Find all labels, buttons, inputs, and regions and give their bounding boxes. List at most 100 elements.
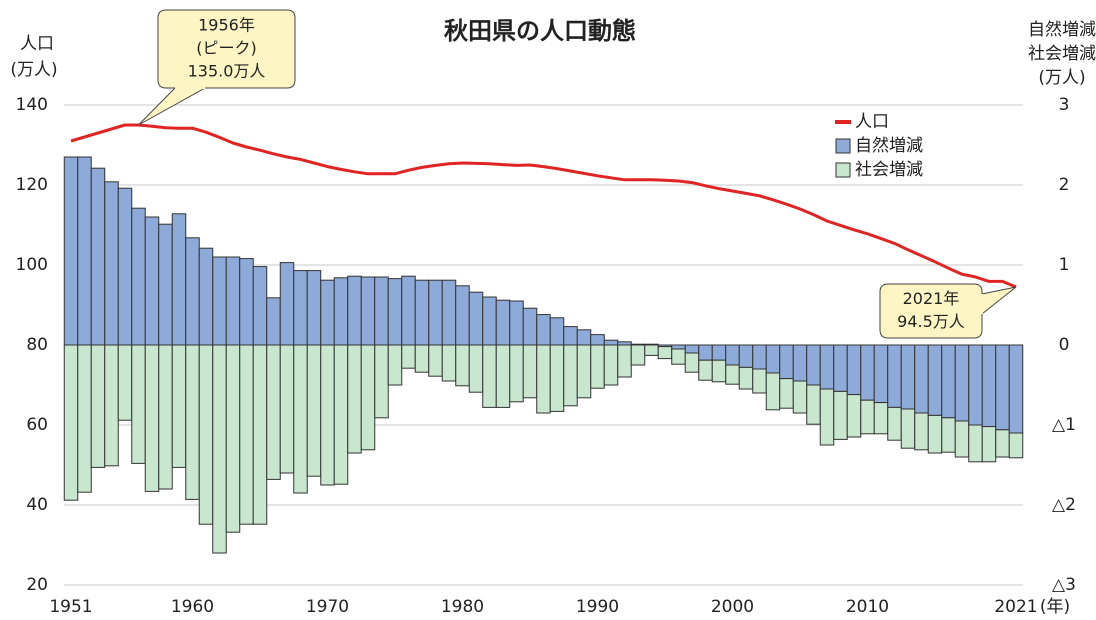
bar	[212, 256, 227, 346]
bar	[455, 285, 470, 346]
bar	[77, 156, 92, 346]
bar	[158, 223, 173, 346]
bar	[914, 344, 929, 414]
bar	[239, 344, 254, 525]
bar	[590, 344, 605, 389]
bar	[198, 247, 214, 346]
bar	[63, 156, 79, 346]
annotation-text: (ピーク)	[196, 39, 257, 58]
bar	[374, 276, 389, 346]
bar	[603, 339, 619, 346]
bar	[860, 399, 875, 435]
bar	[536, 314, 551, 346]
bars	[63, 156, 1024, 554]
bar	[738, 344, 754, 368]
y-tick-label: 100	[16, 255, 48, 275]
bar	[63, 344, 79, 501]
bar	[846, 394, 862, 438]
callout-pointer	[138, 87, 207, 126]
bar	[563, 344, 578, 407]
bar	[711, 359, 727, 383]
legend-label: 社会増減	[855, 160, 923, 180]
y-tick-label: 20	[26, 575, 48, 595]
bar	[779, 378, 794, 409]
bar	[333, 344, 349, 485]
bar	[306, 344, 322, 477]
bar	[833, 344, 848, 392]
x-tick-label: 2010	[846, 597, 889, 617]
y2-axis-label: (万人)	[1038, 68, 1085, 88]
bar	[792, 380, 808, 414]
bar	[468, 344, 484, 393]
y2-tick-label: 3	[1059, 95, 1070, 115]
bar	[522, 344, 538, 399]
bar	[698, 344, 713, 361]
y-tick-label: 40	[26, 495, 48, 515]
y2-tick-label: △3	[1052, 575, 1076, 595]
bar	[347, 344, 362, 454]
bar	[887, 344, 902, 408]
bar	[482, 344, 497, 408]
bar	[954, 420, 970, 458]
callout-pointer	[981, 286, 1017, 316]
bar	[873, 402, 889, 435]
bar	[171, 344, 187, 468]
bar	[792, 344, 808, 382]
bar	[630, 344, 646, 366]
bar	[239, 258, 254, 346]
bar	[509, 344, 524, 403]
bar	[846, 344, 862, 396]
bar	[117, 344, 133, 421]
y-tick-label: 120	[16, 175, 48, 195]
bar	[401, 344, 416, 369]
bar	[806, 384, 821, 425]
bar	[981, 344, 997, 428]
x-tick-label: 2000	[711, 597, 754, 617]
bar	[198, 344, 214, 525]
bar	[158, 344, 173, 490]
legend-label: 人口	[855, 112, 889, 132]
bar	[684, 344, 700, 354]
bar	[900, 408, 916, 449]
bar	[576, 344, 592, 399]
x-tick-label: 1960	[171, 597, 214, 617]
bar	[887, 406, 902, 441]
bar	[765, 372, 781, 411]
bar	[927, 414, 943, 454]
bar	[279, 262, 295, 346]
bar	[414, 344, 430, 373]
bar	[347, 275, 362, 346]
bar	[900, 344, 916, 410]
annotation-text: 1956年	[198, 16, 255, 35]
bar	[185, 237, 200, 346]
annotation-text: 135.0万人	[188, 62, 266, 81]
bar	[603, 344, 619, 386]
bar	[90, 167, 106, 346]
bar	[1008, 344, 1024, 434]
bar	[185, 344, 200, 500]
bar	[617, 344, 632, 378]
x-tick-label: 1980	[441, 597, 484, 617]
bar	[698, 359, 713, 381]
bar	[428, 344, 443, 377]
bar	[684, 352, 700, 373]
bar	[455, 344, 470, 387]
bar	[968, 424, 983, 463]
bar	[914, 412, 929, 451]
bar	[536, 344, 551, 414]
bar	[522, 307, 538, 346]
bar	[360, 344, 376, 451]
bar	[1008, 432, 1024, 459]
y2-tick-label: △2	[1052, 495, 1076, 515]
bar	[657, 346, 673, 360]
bar	[495, 344, 511, 408]
bar	[833, 390, 848, 440]
bar	[779, 344, 794, 380]
bar	[131, 207, 146, 346]
bar	[873, 344, 889, 404]
bar	[266, 344, 281, 480]
bar	[104, 344, 119, 467]
bar	[306, 270, 322, 346]
y-tick-label: 60	[26, 415, 48, 435]
